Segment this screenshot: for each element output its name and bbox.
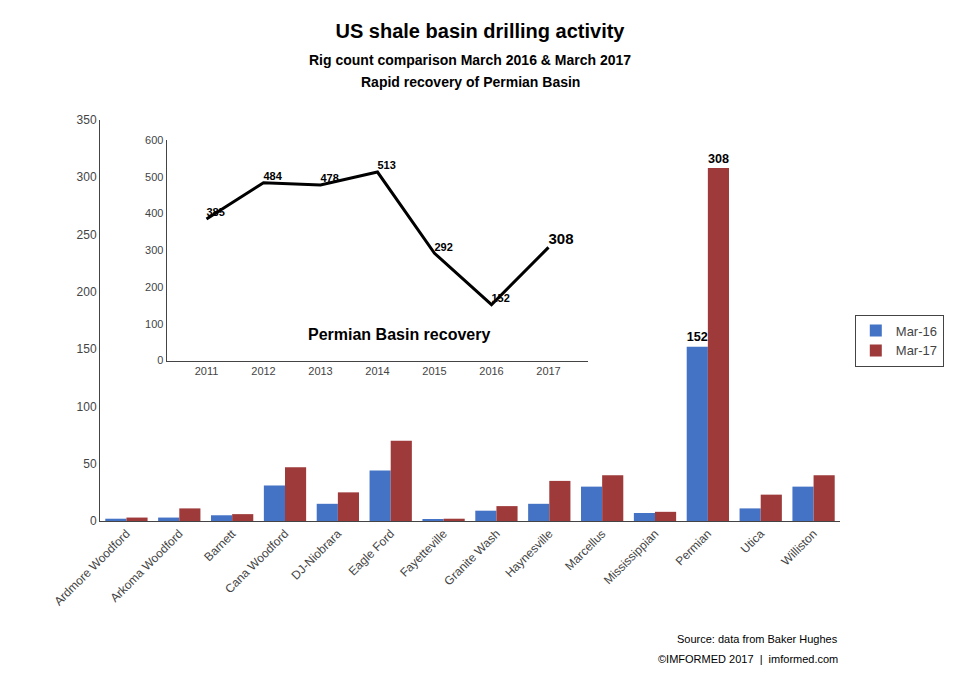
svg-text:Permian Basin recovery: Permian Basin recovery: [308, 326, 490, 343]
svg-text:2015: 2015: [422, 365, 446, 377]
svg-text:2011: 2011: [195, 365, 219, 377]
svg-text:152: 152: [687, 330, 708, 344]
svg-text:Williston: Williston: [778, 527, 819, 568]
svg-text:500: 500: [145, 171, 163, 183]
svg-text:250: 250: [77, 228, 97, 242]
svg-text:100: 100: [77, 400, 97, 414]
svg-text:300: 300: [145, 244, 163, 256]
svg-text:292: 292: [435, 241, 453, 253]
svg-text:Barnett: Barnett: [201, 526, 239, 564]
svg-text:Arkoma Woodford: Arkoma Woodford: [108, 527, 186, 605]
svg-text:Mississippian: Mississippian: [601, 527, 661, 587]
svg-text:385: 385: [207, 206, 225, 218]
svg-text:0: 0: [90, 514, 97, 528]
svg-text:Ardmore Woodford: Ardmore Woodford: [51, 527, 132, 608]
svg-text:600: 600: [145, 134, 163, 146]
svg-text:300: 300: [77, 170, 97, 184]
svg-text:Mar-17: Mar-17: [896, 343, 937, 358]
svg-text:2014: 2014: [365, 365, 389, 377]
svg-text:478: 478: [321, 172, 339, 184]
svg-text:200: 200: [145, 281, 163, 293]
svg-text:©IMFORMED 2017 | imformed.co: ©IMFORMED 2017 | imformed.com: [658, 653, 838, 665]
svg-text:Eagle Ford: Eagle Ford: [346, 527, 397, 578]
svg-text:Mar-16: Mar-16: [896, 324, 937, 339]
svg-text:150: 150: [77, 342, 97, 356]
svg-text:US shale basin drilling activi: US shale basin drilling activity: [336, 20, 626, 42]
svg-text:Permian: Permian: [673, 527, 714, 568]
svg-text:50: 50: [83, 457, 97, 471]
svg-text:Rig count comparison March 201: Rig count comparison March 2016 & March …: [309, 52, 631, 68]
svg-text:Rapid recovery of Permian Basi: Rapid recovery of Permian Basin: [361, 74, 580, 90]
svg-text:200: 200: [77, 285, 97, 299]
svg-text:308: 308: [708, 152, 729, 166]
svg-text:152: 152: [492, 292, 510, 304]
svg-text:Haynesville: Haynesville: [502, 527, 556, 581]
svg-text:513: 513: [378, 159, 396, 171]
svg-text:350: 350: [77, 113, 97, 127]
svg-text:2013: 2013: [308, 365, 332, 377]
svg-text:308: 308: [549, 230, 574, 247]
svg-text:2017: 2017: [536, 365, 560, 377]
svg-text:100: 100: [145, 318, 163, 330]
svg-text:Cana Woodford: Cana Woodford: [222, 527, 291, 596]
svg-text:400: 400: [145, 207, 163, 219]
svg-text:Granite Wash: Granite Wash: [441, 527, 502, 588]
svg-text:2016: 2016: [479, 365, 503, 377]
svg-text:2012: 2012: [251, 365, 275, 377]
svg-text:Source: data from Baker Hughes: Source: data from Baker Hughes: [677, 633, 838, 645]
svg-text:Utica: Utica: [738, 527, 767, 556]
svg-text:0: 0: [157, 354, 163, 366]
svg-text:DJ-Niobrara: DJ-Niobrara: [289, 527, 345, 583]
svg-text:484: 484: [264, 170, 283, 182]
svg-text:Marcellus: Marcellus: [562, 527, 608, 573]
svg-text:Fayetteville: Fayetteville: [397, 527, 450, 580]
